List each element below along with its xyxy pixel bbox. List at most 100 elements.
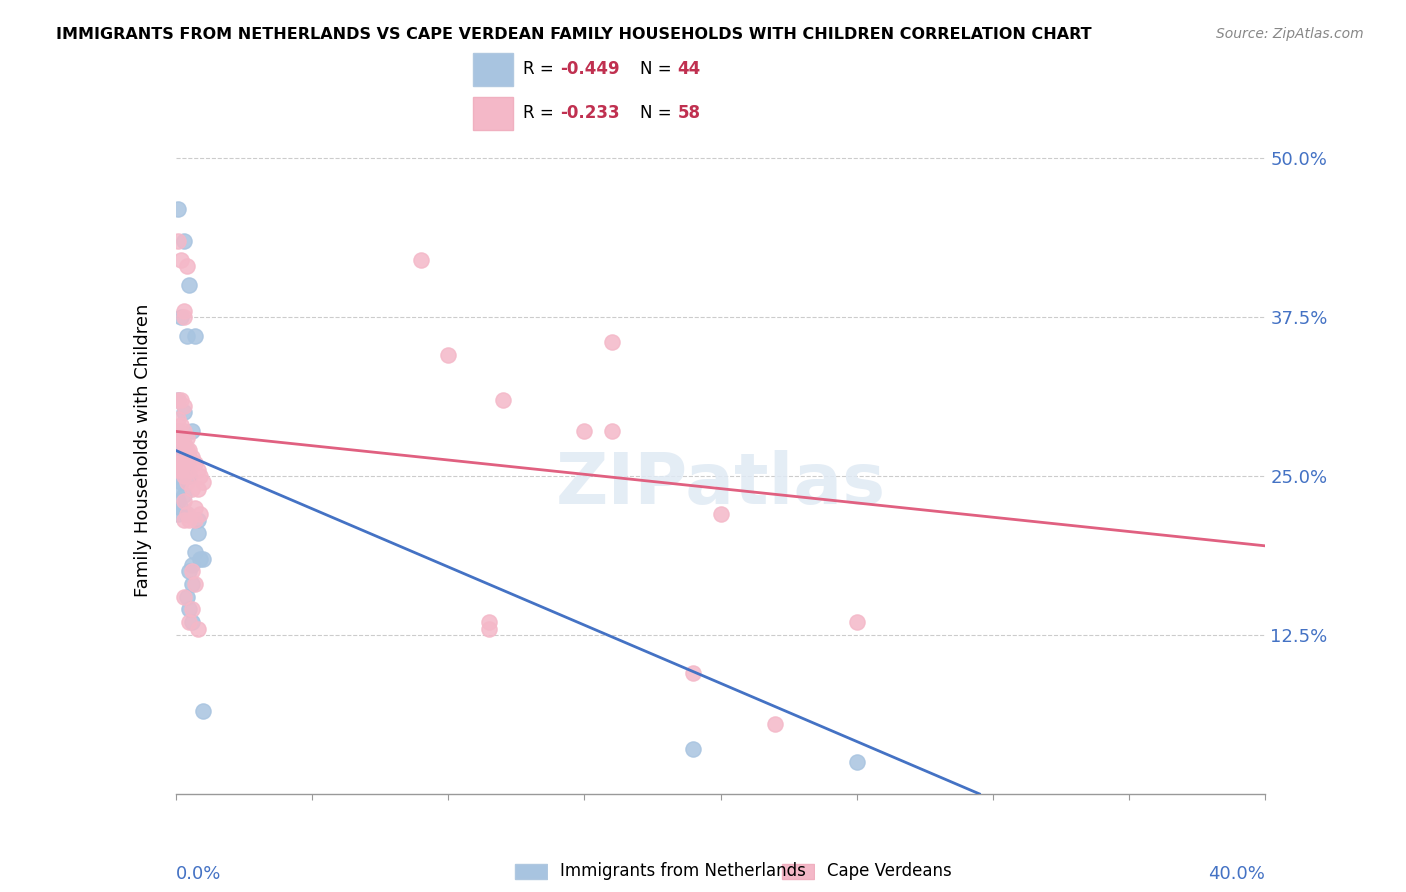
Text: 40.0%: 40.0% (1209, 865, 1265, 883)
Point (167, 411, 190, 425)
Point (179, 602, 201, 616)
Point (181, 577, 204, 591)
Point (181, 450, 204, 464)
Point (167, 494, 190, 508)
Point (167, 202, 190, 216)
Point (176, 507, 198, 521)
Text: Source: ZipAtlas.com: Source: ZipAtlas.com (1216, 27, 1364, 41)
FancyBboxPatch shape (515, 863, 547, 880)
Point (173, 425, 195, 439)
Point (184, 513, 207, 527)
Point (181, 425, 204, 439)
Point (186, 622, 209, 636)
Point (170, 417, 193, 432)
Y-axis label: Family Households with Children: Family Households with Children (134, 304, 152, 597)
Point (173, 462, 195, 476)
Point (188, 551, 211, 566)
Point (179, 564, 201, 578)
Text: 44: 44 (678, 61, 700, 78)
Point (170, 450, 193, 464)
Point (170, 310, 193, 324)
Point (170, 462, 193, 476)
Point (176, 443, 198, 458)
Point (763, 717, 786, 731)
Point (191, 704, 214, 718)
Text: N =: N = (640, 61, 678, 78)
FancyBboxPatch shape (474, 97, 513, 130)
Point (600, 425, 623, 439)
Point (167, 469, 190, 483)
Point (173, 234, 195, 248)
Point (170, 252, 193, 267)
FancyBboxPatch shape (782, 863, 814, 880)
Point (600, 335, 623, 350)
Point (173, 488, 195, 502)
Point (845, 615, 868, 630)
Text: N =: N = (640, 104, 678, 122)
Point (176, 259, 198, 273)
Point (184, 545, 207, 559)
Point (179, 513, 201, 527)
Point (167, 450, 190, 464)
Point (167, 234, 190, 248)
Point (170, 456, 193, 470)
Point (409, 252, 432, 267)
Point (179, 615, 201, 630)
Point (173, 437, 195, 451)
Point (167, 443, 190, 458)
Point (176, 431, 198, 445)
Point (181, 615, 204, 630)
Text: Immigrants from Netherlands: Immigrants from Netherlands (560, 863, 806, 880)
Point (188, 507, 211, 521)
Point (184, 577, 207, 591)
Point (179, 469, 201, 483)
Point (478, 615, 501, 630)
Point (173, 399, 195, 413)
Point (710, 507, 733, 521)
Point (167, 462, 190, 476)
Point (682, 742, 704, 756)
Point (186, 462, 209, 476)
Point (167, 425, 190, 439)
Text: IMMIGRANTS FROM NETHERLANDS VS CAPE VERDEAN FAMILY HOUSEHOLDS WITH CHILDREN CORR: IMMIGRANTS FROM NETHERLANDS VS CAPE VERD… (56, 27, 1092, 42)
Point (176, 456, 198, 470)
Text: 0.0%: 0.0% (176, 865, 221, 883)
Point (173, 590, 195, 604)
Point (170, 475, 193, 490)
Point (186, 482, 209, 496)
Point (188, 469, 211, 483)
Point (173, 469, 195, 483)
Point (173, 310, 195, 324)
Point (170, 392, 193, 407)
Point (173, 443, 195, 458)
Text: R =: R = (523, 104, 558, 122)
Point (181, 564, 204, 578)
Point (179, 278, 201, 293)
Point (184, 456, 207, 470)
Point (181, 602, 204, 616)
Point (173, 494, 195, 508)
Point (179, 443, 201, 458)
Point (682, 666, 704, 681)
Point (170, 500, 193, 515)
Point (173, 437, 195, 451)
Point (167, 425, 190, 439)
Point (173, 513, 195, 527)
Point (574, 425, 596, 439)
Point (184, 500, 207, 515)
Point (181, 558, 204, 572)
Point (437, 348, 460, 362)
Point (184, 329, 207, 343)
FancyBboxPatch shape (474, 53, 513, 86)
Point (176, 329, 198, 343)
Point (191, 551, 214, 566)
Text: R =: R = (523, 61, 558, 78)
Text: 58: 58 (678, 104, 700, 122)
Point (179, 462, 201, 476)
Point (176, 507, 198, 521)
Point (176, 590, 198, 604)
Point (170, 431, 193, 445)
Point (179, 450, 201, 464)
Point (492, 392, 515, 407)
Point (186, 526, 209, 541)
